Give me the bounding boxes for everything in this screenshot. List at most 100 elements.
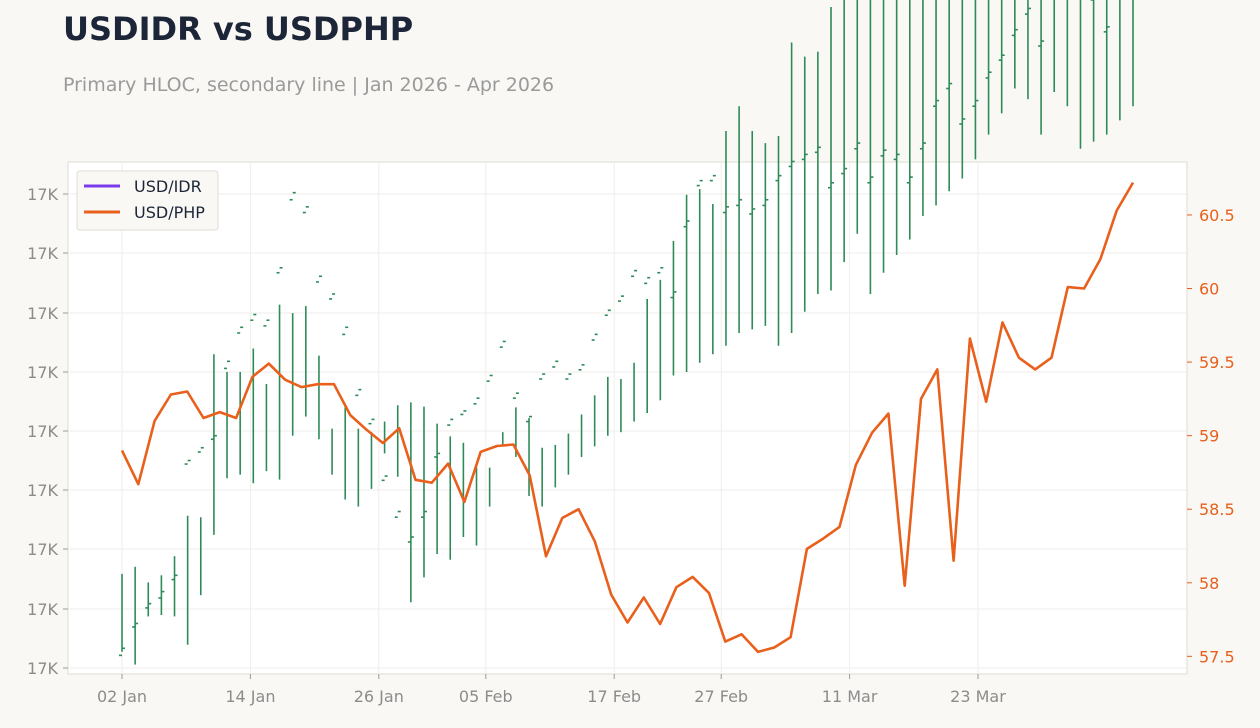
hloc-bar — [775, 135, 782, 346]
left-tick-label: 17K — [27, 363, 58, 382]
hloc-bar — [355, 388, 362, 507]
hloc-bar — [946, 0, 953, 192]
hloc-bar — [1090, 0, 1095, 142]
x-tick-label: 14 Jan — [225, 687, 275, 706]
hloc-bar — [460, 410, 467, 538]
hloc-bar — [972, 0, 979, 160]
left-tick-label: 17K — [27, 422, 58, 441]
hloc-bar — [880, 0, 887, 273]
hloc-bar — [119, 573, 125, 657]
hloc-bar — [893, 0, 900, 256]
hloc-bar — [591, 333, 598, 447]
x-axis: 02 Jan 14 Jan 26 Jan 05 Feb 17 Feb 27 Feb 11 M… — [97, 674, 1006, 706]
hloc-bar — [184, 459, 191, 645]
left-tick-label: 17K — [27, 185, 58, 204]
x-tick-label: 26 Jan — [354, 687, 404, 706]
left-axis: 17K 17K 17K 17K 17K 17K 17K 17K 17K — [27, 185, 68, 678]
x-tick-label: 17 Feb — [587, 687, 641, 706]
hloc-bar — [237, 326, 244, 475]
right-tick-label: 57.5 — [1199, 647, 1235, 666]
left-tick-label: 17K — [27, 659, 58, 678]
hloc-bar — [486, 374, 493, 507]
chart-title: USDIDR vs USDPHP — [63, 10, 414, 48]
hloc-bar — [696, 179, 703, 363]
hloc-bar — [381, 421, 388, 482]
hloc-bar — [315, 275, 322, 440]
plot-area — [67, 161, 1188, 675]
x-tick-label: 23 Mar — [950, 687, 1006, 706]
gridlines — [68, 162, 1187, 674]
hloc-bar — [657, 266, 664, 401]
hloc-bar — [683, 194, 690, 372]
hloc-bar — [644, 276, 651, 414]
right-tick-label: 60.5 — [1199, 206, 1235, 225]
hloc-bar — [407, 402, 414, 603]
hloc-series — [119, 0, 1134, 665]
hloc-bar — [1119, 0, 1121, 121]
hloc-bar — [670, 240, 677, 376]
legend-label-usd-idr: USD/IDR — [134, 177, 202, 196]
hloc-bar — [420, 406, 427, 578]
x-tick-label: 27 Feb — [694, 687, 748, 706]
hloc-bar — [933, 0, 940, 206]
hloc-bar — [604, 309, 611, 436]
hloc-bar — [1038, 0, 1045, 135]
hloc-bar — [1103, 0, 1110, 135]
hloc-bar — [801, 56, 808, 312]
right-tick-label: 60 — [1199, 280, 1219, 299]
hloc-bar — [565, 373, 572, 475]
hloc-bar — [841, 0, 848, 263]
hloc-bar — [224, 360, 231, 479]
hloc-bar — [867, 0, 874, 294]
hloc-bar — [526, 415, 533, 496]
chart-subtitle: Primary HLOC, secondary line | Jan 2026 … — [63, 74, 555, 96]
hloc-bar — [788, 42, 795, 333]
hloc-bar — [1053, 0, 1056, 93]
hloc-bar — [342, 326, 349, 500]
hloc-bar — [1011, 0, 1018, 89]
left-tick-label: 17K — [27, 540, 58, 559]
hloc-bar — [578, 364, 585, 457]
hloc-bar — [906, 0, 913, 240]
hloc-bar — [171, 556, 178, 617]
hloc-bar — [736, 106, 743, 333]
hloc-bar — [828, 7, 835, 291]
hloc-bar — [959, 0, 966, 179]
hloc-bar — [447, 418, 454, 560]
hloc-bar — [145, 582, 152, 617]
hloc-bar — [197, 446, 204, 596]
hloc-bar — [854, 0, 861, 234]
hloc-bar — [552, 360, 559, 488]
hloc-bar — [250, 313, 257, 484]
hloc-bar — [919, 0, 926, 217]
hloc-bar — [132, 566, 139, 665]
left-tick-label: 17K — [27, 481, 58, 500]
hloc-bar — [499, 340, 506, 445]
hloc-bar — [1079, 0, 1082, 149]
hloc-bar — [210, 354, 217, 535]
hloc-bar — [329, 293, 336, 475]
hloc-bar — [276, 266, 283, 480]
hloc-bar — [289, 191, 296, 436]
hloc-bar — [1024, 0, 1031, 100]
hloc-bar — [368, 418, 375, 489]
hloc-bar — [617, 295, 624, 433]
left-tick-label: 17K — [27, 304, 58, 323]
legend: USD/IDR USD/PHP — [76, 170, 219, 231]
hloc-bar — [263, 319, 270, 472]
right-tick-label: 58 — [1199, 574, 1219, 593]
hloc-bar — [722, 131, 729, 346]
x-tick-label: 05 Feb — [459, 687, 513, 706]
hloc-bar — [985, 0, 992, 135]
legend-label-usd-php: USD/PHP — [134, 203, 205, 222]
left-tick-label: 17K — [27, 244, 58, 263]
x-tick-label: 11 Mar — [822, 687, 878, 706]
x-tick-label: 02 Jan — [97, 687, 147, 706]
hloc-bar — [302, 206, 309, 417]
hloc-bar — [158, 575, 165, 615]
hloc-bar — [539, 373, 546, 507]
hloc-bar — [709, 174, 716, 355]
hloc-bar — [394, 405, 401, 519]
hloc-bar — [1066, 0, 1069, 107]
